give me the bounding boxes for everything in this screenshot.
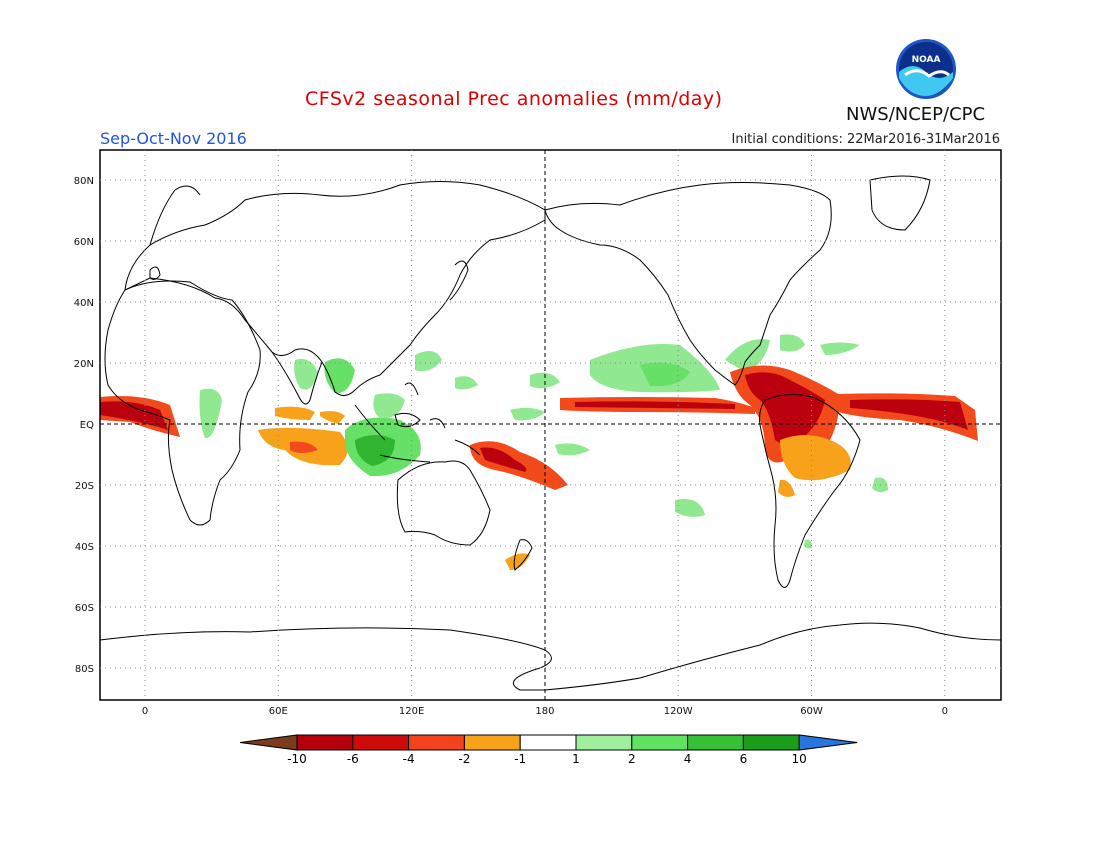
eurasia-outline	[124, 181, 546, 396]
colorbar-label: 2	[628, 752, 636, 766]
colorbar-swatch	[463, 734, 521, 751]
lat-tick-label: 80N	[74, 176, 94, 187]
anomaly-shading	[100, 334, 978, 570]
lon-tick-label: 120E	[399, 706, 424, 717]
page-title: CFSv2 seasonal Prec anomalies (mm/day)	[305, 88, 723, 110]
noaa-logo-icon: NOAA	[896, 39, 956, 99]
colorbar-min-arrow	[239, 734, 298, 751]
colorbar-label: -6	[347, 752, 359, 766]
latitude-labels: 80N 60N 40N 20N EQ 20S 40S 60S 80S	[74, 176, 94, 675]
colorbar-swatch	[687, 734, 744, 751]
longitude-labels: 0 60E 120E 180 120W 60W 0	[142, 706, 948, 717]
lat-tick-label: 60S	[75, 603, 94, 614]
colorbar-label: 10	[792, 752, 807, 766]
colorbar-label: -10	[287, 752, 307, 766]
lat-tick-label: 60N	[74, 237, 94, 248]
colorbar-swatch	[296, 734, 354, 751]
colorbar-label: 6	[740, 752, 748, 766]
lat-tick-label: 80S	[75, 664, 94, 675]
africa-outline	[104, 280, 261, 526]
logo-text: NOAA	[912, 55, 941, 65]
colorbar-swatch	[408, 734, 465, 751]
lat-tick-label: 40S	[75, 542, 94, 553]
initial-conditions-label: Initial conditions: 22Mar2016-31Mar2016	[731, 132, 1001, 147]
north-america-outline	[544, 182, 832, 386]
lon-tick-label: 120W	[664, 706, 693, 717]
colorbar: -10 -6 -4 -2 -1 1 2 4 6 10	[239, 734, 858, 766]
colorbar-label: 1	[572, 752, 580, 766]
colorbar-label: -2	[458, 752, 470, 766]
south-america-outline	[759, 394, 861, 588]
coastlines	[99, 175, 1002, 691]
lon-tick-label: 0	[942, 706, 948, 717]
lon-tick-label: 180	[535, 706, 554, 717]
lat-tick-label: 20N	[74, 359, 94, 370]
colorbar-swatch	[519, 734, 577, 751]
colorbar-swatch	[631, 734, 689, 751]
lat-tick-label: 20S	[75, 481, 94, 492]
antarctica-outline	[99, 622, 1002, 691]
colorbar-swatch	[742, 734, 800, 751]
grid-lines	[100, 150, 1001, 700]
agency-label: NWS/NCEP/CPC	[846, 104, 986, 125]
lon-tick-label: 60E	[269, 706, 288, 717]
colorbar-label: -4	[403, 752, 415, 766]
colorbar-swatch	[352, 734, 410, 751]
lon-tick-label: 0	[142, 706, 148, 717]
colorbar-swatch	[575, 734, 633, 751]
colorbar-label: 4	[684, 752, 692, 766]
lon-tick-label: 60W	[800, 706, 823, 717]
season-label: Sep-Oct-Nov 2016	[100, 129, 247, 148]
lat-tick-label: EQ	[80, 420, 94, 431]
australia-outline	[396, 460, 491, 546]
colorbar-label: -1	[514, 752, 526, 766]
lat-tick-label: 40N	[74, 298, 94, 309]
colorbar-max-arrow	[798, 734, 858, 751]
